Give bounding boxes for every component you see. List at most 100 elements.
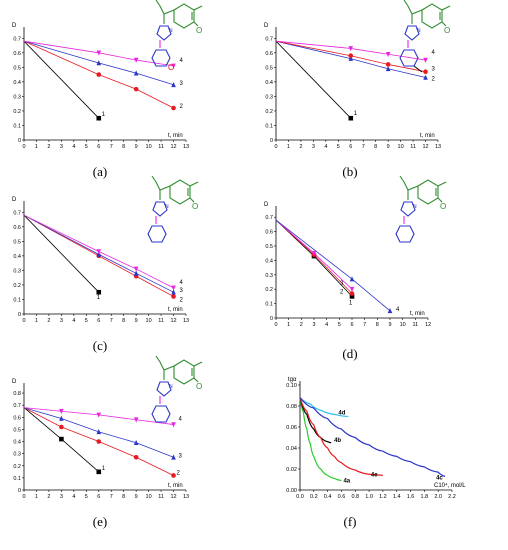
y-tick-label: 0.6 — [265, 51, 273, 57]
isopropenyl-chain — [151, 175, 171, 191]
triazole-n-label: N — [169, 384, 173, 390]
y-tick-label: 0.4 — [265, 80, 273, 86]
data-point — [171, 473, 176, 478]
methyl-bond — [193, 5, 203, 11]
data-point — [59, 408, 64, 415]
x-tick-label: 6 — [97, 318, 100, 324]
x-tick-label: 12 — [170, 144, 176, 150]
series-line-1 — [275, 40, 352, 119]
data-point — [96, 429, 102, 435]
y-tick-label: 0.2 — [265, 109, 273, 115]
x-tick-label: 4 — [72, 318, 75, 324]
series-line-1 — [23, 214, 100, 293]
y-tick-label: 0.1 — [13, 297, 21, 303]
x-tick-label: 1.2 — [379, 494, 387, 500]
data-point — [96, 50, 102, 56]
series-label: 4b — [334, 438, 341, 444]
y-tick-label: 0.6 — [13, 225, 21, 231]
x-axis-label: t, min — [420, 133, 435, 139]
carbonyl-bond — [437, 197, 443, 203]
series-line-3 — [275, 40, 426, 73]
y-tick-label: 0.3 — [13, 94, 21, 100]
x-tick-label: 1 — [287, 144, 290, 150]
n-methyl-bond — [413, 65, 423, 73]
x-tick-label: 7 — [110, 494, 113, 500]
x-tick-label: 11 — [410, 144, 416, 150]
y-tick-label: 0.08 — [286, 404, 297, 410]
y-tick-label: 0.10 — [286, 383, 297, 389]
data-point — [133, 57, 139, 63]
x-tick-label: 4 — [324, 144, 327, 150]
series-label: 3 — [340, 281, 344, 287]
x-tick-label: 2 — [47, 494, 50, 500]
y-tick-label: 0.6 — [265, 230, 273, 236]
carbonyl-bond — [189, 197, 195, 203]
y-tick-label: 0 — [18, 138, 21, 144]
molecule-structure-2: ON — [399, 0, 451, 73]
y-tick-label: 0.5 — [13, 239, 21, 245]
series-label: 1 — [102, 466, 106, 472]
y-tick-label: 0.7 — [13, 36, 21, 42]
data-point — [349, 294, 355, 299]
x-axis-label: t, min — [168, 483, 183, 489]
data-point — [133, 454, 139, 460]
triazole-ring — [404, 25, 420, 41]
x-tick-label: 0.2 — [310, 494, 318, 500]
panel-label: (d) — [342, 346, 357, 361]
y-axis-label: D — [12, 197, 17, 203]
x-tick-label: 11 — [158, 494, 164, 500]
molecule-structure-4: ON — [395, 175, 447, 243]
series-label: 3 — [432, 67, 436, 73]
y-axis-label: D — [12, 379, 17, 385]
triazole-n-label: N — [417, 28, 421, 34]
oxygen-atom: O — [440, 202, 446, 211]
methyl-bond — [189, 181, 199, 187]
x-axis-label: C10⁴, mol/L — [434, 482, 466, 489]
x-tick-label: 3 — [312, 144, 315, 150]
data-point — [96, 469, 102, 475]
series-label: 4e — [371, 472, 378, 478]
data-point — [96, 412, 102, 418]
x-axis-label: t, min — [168, 307, 183, 313]
data-point — [385, 62, 391, 67]
x-tick-label: 8 — [376, 322, 379, 328]
series-label: 4 — [179, 417, 183, 423]
data-point — [59, 424, 64, 430]
x-tick-label: 8 — [374, 144, 377, 150]
panel-label: (b) — [342, 164, 357, 179]
x-tick-label: 2 — [299, 144, 302, 150]
panel-label: (e) — [93, 514, 107, 529]
series-line-4b — [299, 397, 332, 444]
data-point — [423, 69, 428, 74]
x-tick-label: 1 — [35, 144, 38, 150]
y-tick-label: 0.1 — [265, 302, 273, 308]
chart-panel-c: 0 1 2 3 4 5 6 7 8 9 10 11 12 1300.10.20.30.40.50.60.7… — [12, 197, 189, 353]
series-line-3 — [23, 214, 174, 293]
series-label: 3 — [180, 288, 184, 294]
x-tick-label: 9 — [387, 144, 390, 150]
x-tick-label: 12 — [170, 494, 176, 500]
data-point — [171, 63, 176, 69]
molecule-structure-5: ON — [151, 355, 203, 423]
series-label: 2 — [180, 298, 184, 304]
x-tick-label: 5 — [337, 144, 340, 150]
y-tick-label: 0.04 — [286, 446, 297, 452]
amine-ring — [151, 49, 171, 67]
x-tick-label: 11 — [158, 144, 164, 150]
series-line-2 — [275, 40, 426, 78]
isopropenyl-chain — [155, 0, 175, 15]
data-point — [171, 285, 176, 291]
series-line-2 — [23, 214, 174, 297]
series-label: 1 — [102, 112, 106, 118]
panel-label: (c) — [93, 338, 107, 353]
panel-label: (f) — [344, 514, 357, 529]
x-tick-label: 1 — [35, 494, 38, 500]
data-point — [349, 286, 355, 292]
y-tick-label: 0.7 — [13, 210, 21, 216]
x-tick-label: 9 — [388, 322, 391, 328]
chart-panel-a: 0 1 2 3 4 5 6 7 8 9 10 11 12 1300.10.20.30.40.50.60.7… — [12, 23, 189, 179]
triazole-ring — [156, 25, 172, 41]
y-tick-label: 0.3 — [13, 268, 21, 274]
x-tick-label: 3 — [60, 144, 63, 150]
